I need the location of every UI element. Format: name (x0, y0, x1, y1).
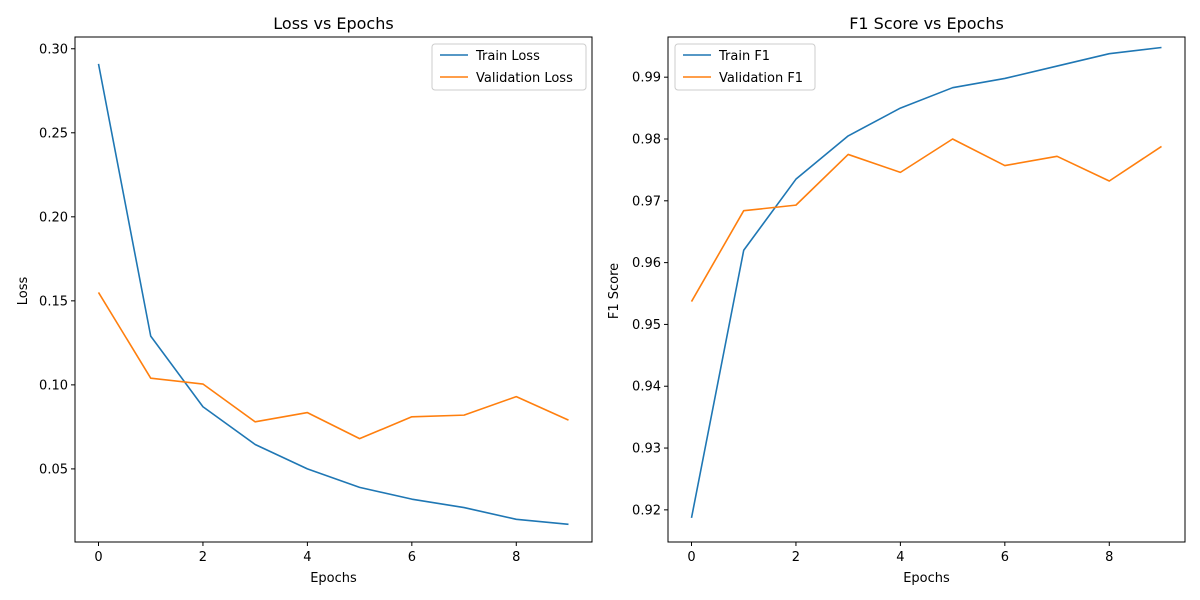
f1-legend-validation-label: Validation F1 (719, 71, 803, 86)
loss-legend-box (431, 43, 587, 91)
f1-ytick-label: 0.97 (632, 194, 661, 209)
f1-validation-series-line (690, 138, 1162, 302)
f1-chart: F1 Score vs Epochs Epochs F1 Score 0 2 4 6 8… (607, 14, 1186, 586)
f1-ytick-label: 0.98 (632, 132, 661, 147)
loss-legend-validation-label: Validation Loss (476, 71, 573, 86)
f1-chart-title: F1 Score vs Epochs (849, 14, 1004, 33)
loss-chart: Loss vs Epochs Epochs Loss 0 2 4 6 8 0.05 0.10… (16, 14, 593, 586)
loss-ytick-label: 0.20 (39, 210, 68, 225)
f1-chart-xlabel: Epochs (903, 571, 950, 586)
loss-ytick-label: 0.05 (39, 462, 68, 477)
f1-train-series-line (690, 46, 1162, 519)
loss-chart-ticks: 0 2 4 6 8 0.05 0.10 0.15 0.20 0.25 0.30 (39, 42, 520, 565)
loss-chart-xlabel: Epochs (310, 571, 357, 586)
loss-train-series-line (97, 63, 569, 526)
f1-ytick-label: 0.92 (632, 503, 661, 518)
loss-ytick-label: 0.15 (39, 294, 68, 309)
loss-chart-lines (97, 63, 569, 526)
f1-xtick-label: 4 (896, 550, 904, 565)
f1-xtick-label: 8 (1105, 550, 1113, 565)
loss-ytick-label: 0.25 (39, 126, 68, 141)
loss-xtick-label: 4 (303, 550, 311, 565)
f1-chart-axes-frame (667, 36, 1186, 543)
loss-chart-axes-frame (74, 36, 593, 543)
f1-chart-ticks: 0 2 4 6 8 0.92 0.93 0.94 0.95 0.96 0.97 0.98 0.99 (632, 71, 1113, 565)
f1-xtick-label: 2 (792, 550, 800, 565)
f1-chart-lines (690, 46, 1162, 519)
loss-xtick-label: 8 (512, 550, 520, 565)
loss-ytick-label: 0.30 (39, 42, 68, 57)
loss-legend-train-label: Train Loss (475, 49, 540, 64)
f1-chart-legend: Train F1 Validation F1 (674, 43, 816, 91)
loss-chart-title: Loss vs Epochs (273, 14, 393, 33)
f1-xtick-label: 0 (687, 550, 695, 565)
f1-xtick-label: 6 (1001, 550, 1009, 565)
f1-chart-ylabel: F1 Score (607, 263, 622, 319)
loss-ytick-label: 0.10 (39, 378, 68, 393)
f1-ytick-label: 0.93 (632, 442, 661, 457)
loss-chart-ylabel: Loss (16, 277, 31, 306)
f1-ytick-label: 0.95 (632, 318, 661, 333)
f1-legend-train-label: Train F1 (718, 49, 770, 64)
loss-validation-series-line (97, 292, 569, 440)
loss-chart-legend: Train Loss Validation Loss (431, 43, 587, 91)
f1-ytick-label: 0.94 (632, 380, 661, 395)
loss-xtick-label: 6 (408, 550, 416, 565)
loss-xtick-label: 0 (94, 550, 102, 565)
f1-ytick-label: 0.96 (632, 256, 661, 271)
loss-xtick-label: 2 (199, 550, 207, 565)
f1-ytick-label: 0.99 (632, 71, 661, 86)
